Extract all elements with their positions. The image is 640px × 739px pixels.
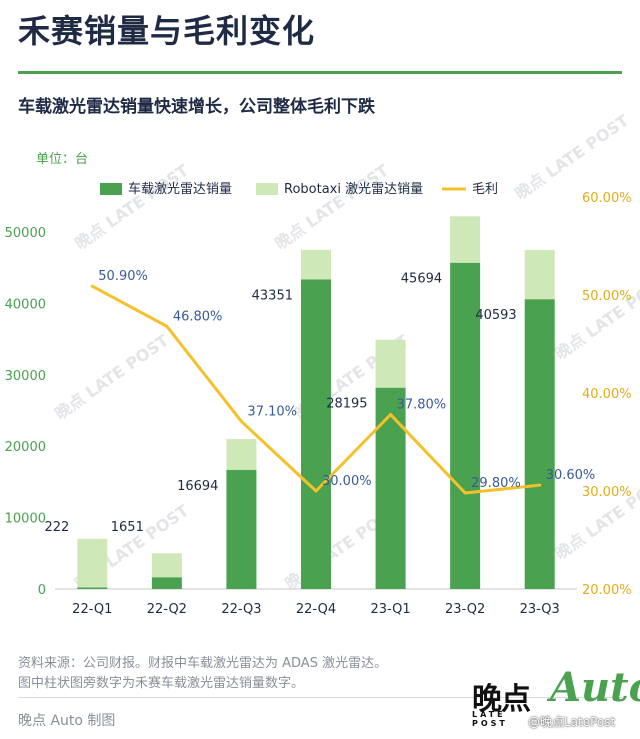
margin-point [389,413,393,417]
margin-point [90,284,94,288]
title-divider [18,71,622,74]
source-note-2: 图中柱状图旁数字为禾赛车载激光雷达销量数字。 [18,676,305,691]
margin-value-label: 50.90% [98,269,148,284]
chart-subtitle: 车载激光雷达销量快速增长，公司整体毛利下跌 [18,97,375,117]
weibo-watermark: @晚点LatePost [528,715,616,729]
x-tick-label: 22-Q4 [296,602,336,617]
legend-label-robotaxi: Robotaxi 激光雷达销量 [284,182,423,197]
page-title: 禾赛销量与毛利变化 [18,12,316,50]
x-tick-label: 23-Q2 [445,602,485,617]
margin-point [239,419,243,423]
margin-point [165,324,169,328]
bar-robotaxi-lidar [151,553,182,578]
y-right-tick-label: 50.00% [582,289,632,304]
y-left-tick-label: 40000 [5,297,46,312]
bar-vehicle-lidar [450,262,481,589]
y-right-tick-label: 60.00% [582,191,632,206]
legend-label-margin: 毛利 [472,182,498,197]
bar-value-label: 43351 [252,288,293,303]
margin-point [463,491,467,495]
y-right-tick-label: 30.00% [582,485,632,500]
margin-value-label: 37.80% [397,398,447,413]
margin-value-label: 29.80% [471,476,521,491]
logo-late: LATE POST [472,710,508,728]
bar-vehicle-lidar [151,577,182,589]
source-note: 资料来源：公司财报。财报中车载激光雷达为 ADAS 激光雷达。 [18,656,388,671]
watermark-text: 晚点 LATE POST [71,161,192,254]
watermark-text: 晚点 LATE POST [51,331,172,424]
y-left-tick-label: 10000 [5,512,46,527]
margin-value-label: 30.00% [322,474,372,489]
margin-point [314,489,318,493]
bar-value-label: 222 [44,520,69,535]
y-left-tick-label: 30000 [5,369,46,384]
watermark-text: 晚点 LATE POST [511,111,632,204]
x-tick-label: 22-Q3 [221,602,261,617]
x-tick-label: 22-Q1 [72,602,112,617]
brand-logo: 晚点 LATE POST Auto [472,664,640,728]
legend: 车载激光雷达销量 Robotaxi 激光雷达销量 毛利 [100,181,498,197]
bar-value-label: 1651 [111,520,144,535]
logo-cn: 晚点 [472,682,531,717]
x-tick-label: 22-Q2 [147,602,187,617]
y-right-tick-label: 40.00% [582,387,632,402]
margin-point [538,483,542,487]
bar-vehicle-lidar [301,279,331,589]
axes: 0 10000 20000 30000 40000 50000 20.00% 30.00% 40… [5,191,632,617]
data-labels: 222 1651 16694 43351 28195 45694 40593 50.90% 46… [44,269,595,535]
margin-value-label: 30.60% [546,468,596,483]
bar-robotaxi-lidar [301,249,331,280]
bar-robotaxi-lidar [524,249,555,300]
bar-value-label: 28195 [326,397,367,412]
y-right-tick-label: 20.00% [582,583,632,598]
x-tick-label: 23-Q3 [520,602,560,617]
line-series [90,284,542,495]
byline: 晚点 Auto 制图 [18,713,116,729]
bar-value-label: 16694 [177,479,218,494]
watermark-text: 晚点 LATE POST [551,271,640,364]
bar-robotaxi-lidar [226,439,257,470]
bars [77,216,555,589]
footer-divider [18,697,622,698]
bar-vehicle-lidar [77,587,108,589]
chart: 晚点 LATE POST 晚点 LATE POST 晚点 LATE POST 晚点 L… [5,111,640,617]
logo-auto: Auto [550,664,640,711]
y-left-tick-label: 20000 [5,440,46,455]
legend-swatch-robotaxi [256,183,278,195]
bar-value-label: 45694 [401,272,442,287]
y-left-tick-label: 50000 [5,226,46,241]
margin-value-label: 46.80% [173,309,223,324]
legend-label-vehicle: 车载激光雷达销量 [128,181,232,197]
unit-label: 单位：台 [36,152,89,167]
bar-robotaxi-lidar [77,538,108,588]
bar-vehicle-lidar [524,299,555,589]
x-tick-label: 23-Q1 [370,602,410,617]
bar-vehicle-lidar [226,469,257,589]
watermark-text: 晚点 LATE POST [271,161,392,254]
legend-swatch-vehicle [100,183,122,195]
bar-robotaxi-lidar [450,216,481,263]
bar-robotaxi-lidar [375,339,406,388]
bar-value-label: 40593 [475,308,516,323]
bar-vehicle-lidar [375,387,406,589]
margin-value-label: 37.10% [247,404,297,419]
y-left-tick-label: 0 [38,583,46,598]
